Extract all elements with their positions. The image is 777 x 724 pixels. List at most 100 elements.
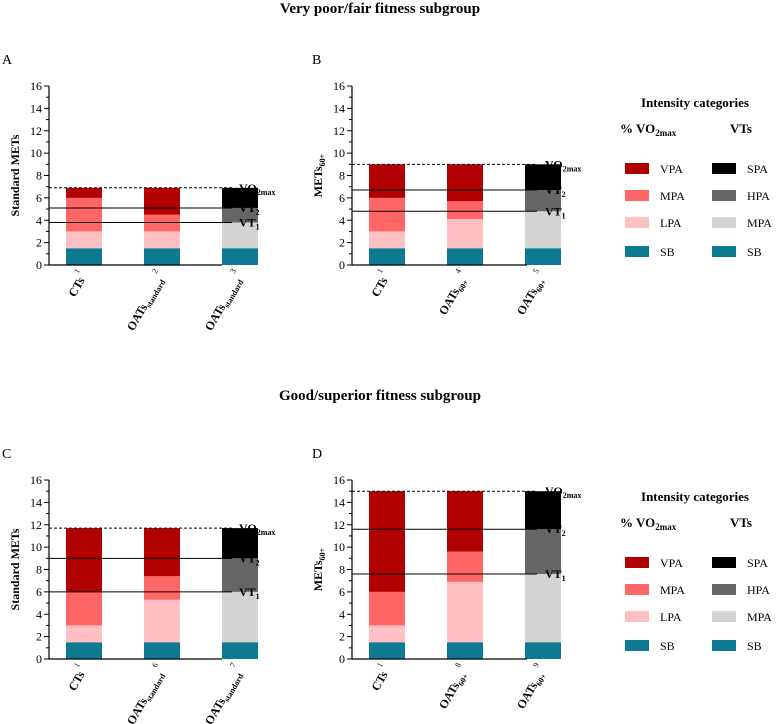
panel-d-xlabel-1-main: CTs [368, 668, 390, 693]
panel-d-xlabel-2-sub: 60+ [456, 672, 470, 688]
panel-a-vt1-label: VT1 [239, 215, 260, 231]
legend-0-col1-header-main: % VO [620, 121, 655, 136]
panel-d-bar-3-mpa-segment [525, 573, 561, 643]
panel-a-vt1-label-sub: 1 [256, 222, 260, 231]
panel-d-ylabel: METs60+ [311, 547, 327, 591]
panel-b-ytick-label: 10 [333, 146, 345, 160]
panel-b-bar-2-sb-segment [447, 248, 483, 265]
panel-d-ytick-label: 2 [339, 630, 345, 644]
panel-b-ytick-label: 16 [333, 79, 345, 93]
panel-d-vt1-label-sub: 1 [562, 574, 566, 583]
panel-c-vt1-label: VT1 [239, 585, 260, 601]
legend-1-col2-header: VTs [730, 515, 752, 530]
panel-c-bar-3-hpa-segment [222, 558, 258, 592]
legend-0-swatch-mpa-vt [712, 217, 736, 228]
panel-c-bar-3-mpa-segment [222, 591, 258, 643]
panel-d-ytick-label: 16 [333, 473, 345, 487]
legend-0-swatch-sb-vo2 [625, 246, 649, 257]
panel-a-ylabel-main: Standard METs [8, 134, 22, 216]
panel-d-bar-2-vpa-segment [447, 491, 483, 552]
panel-b-vo2max-label: VO2max [545, 157, 581, 173]
panel-b-bar-1-sb-segment [369, 248, 405, 265]
panel-a-ylabel: Standard METs [8, 134, 22, 216]
panel-a-bar-1-vpa-segment [66, 187, 102, 198]
panel-b-bar-3-mpa-segment [525, 211, 561, 249]
panel-b-vt1-label-sub: 1 [562, 211, 566, 220]
panel-a-bar-2-vpa-segment [144, 187, 180, 215]
panel-d-bar-1-vpa-segment [369, 491, 405, 592]
panel-a-xlabel-1-main: CTs [65, 274, 87, 299]
panel-a-ytick-label: 10 [30, 146, 42, 160]
panel-a-xlabel-2-sub: standard [144, 278, 167, 310]
panel-a-bar-3-mpa-segment [222, 222, 258, 249]
legend-1-swatch-vpa-vo2 [625, 557, 649, 568]
legend-1-col1-header: % VO2max [620, 515, 677, 532]
legend-top: Intensity categories % VO2max VTs VPA MPA LPA… [620, 95, 772, 259]
panel-c-xlabel-1-main: CTs [65, 668, 87, 693]
panel-c-vo2max-label: VO2max [239, 521, 275, 537]
panel-d-ytick-label: 12 [333, 518, 345, 532]
panel-d-vt2-label-main: VT [545, 522, 562, 536]
panel-b-vt2-label-main: VT [545, 183, 562, 197]
panel-b-xlabel-2-sup: 4 [453, 267, 463, 275]
panel-a-ytick-label: 12 [30, 124, 42, 138]
panel-d-bar-2-lpa-segment [447, 581, 483, 643]
legend-0-label-vo2-3: SB [660, 245, 675, 259]
panel-b-xlabel-2-sub: 60+ [456, 278, 470, 294]
panel-d-ylabel-sub: 60+ [318, 547, 327, 560]
panel-b-vo2max-label-main: VO [545, 157, 563, 171]
panel-d-xlabel-3: OATs60+9 [510, 661, 552, 712]
panel-d-bar-3-sb-segment [525, 642, 561, 659]
panel-d-bar-1-mpa-segment [369, 591, 405, 626]
legend-0-label-vt-0: SPA [747, 162, 768, 176]
panel-b-ylabel-main: METs [311, 166, 325, 197]
legend-1-label-vt-2: MPA [747, 610, 772, 624]
panel-c-xlabel-1-sup: 1 [72, 661, 82, 669]
legend-1-label-vo2-1: MPA [660, 583, 685, 597]
panel-c-ytick-label: 10 [30, 540, 42, 554]
panel-a-bar-3-spa-segment [222, 187, 258, 208]
panel-c-ylabel: Standard METs [8, 528, 22, 610]
panel-c-bar-1-mpa-segment [66, 591, 102, 626]
panel-c-vo2max-label-main: VO [239, 521, 257, 535]
panel-b-xlabel-1: CTs1 [364, 267, 394, 299]
panel-c-letter: C [2, 447, 11, 462]
panel-c-xlabel-2: OATsstandard6 [119, 661, 170, 724]
legend-0-label-vt-3: SB [747, 245, 762, 259]
legend-1-label-vo2-3: SB [660, 639, 675, 653]
panel-c-chart: C Standard METs CTs1 OATsstandard6 OATsstand… [2, 447, 275, 724]
panel-a-vt2-label: VT2 [239, 201, 260, 217]
legend-1-swatch-mpa-vt [712, 611, 736, 622]
panel-c-ytick-label: 4 [36, 607, 42, 621]
panel-c-xlabel-2-sup: 6 [150, 661, 160, 669]
legend-1-label-vo2-0: VPA [660, 556, 683, 570]
panel-b-vt2-label: VT2 [545, 183, 566, 199]
legend-0-label-vt-2: MPA [747, 216, 772, 230]
panel-d-xlabel-2-sup: 8 [453, 661, 463, 669]
panel-d-ylabel-main: METs [311, 560, 325, 591]
panel-b-bar-2-mpa-segment [447, 201, 483, 220]
legend-0-swatch-lpa-vo2 [625, 217, 649, 228]
legend-0-swatch-spa-vt [712, 163, 736, 174]
panel-c-bar-1-sb-segment [66, 642, 102, 659]
panel-a-vo2max-label-main: VO [239, 181, 257, 195]
panel-c-bar-2-lpa-segment [144, 599, 180, 643]
panel-d-bar-1-sb-segment [369, 642, 405, 659]
panel-a-xlabel-2-sup: 2 [150, 267, 160, 275]
panel-a-vt1-label-main: VT [239, 215, 256, 229]
panel-b-ylabel-sub: 60+ [318, 153, 327, 166]
panel-c-xlabel-1: CTs1 [61, 661, 91, 693]
panel-a-vo2max-label-sub: 2max [257, 188, 276, 197]
panel-a-ytick-label: 8 [36, 169, 42, 183]
panel-d-vt2-label-sub: 2 [562, 529, 566, 538]
panel-a-vt2-label-sub: 2 [256, 208, 260, 217]
panel-c-vt2-label-sub: 2 [256, 558, 260, 567]
panel-a-vo2max-label: VO2max [239, 181, 275, 197]
panel-c-xlabel-3: OATsstandard7 [197, 661, 248, 724]
panel-c-bar-2-mpa-segment [144, 576, 180, 600]
panel-a-ytick-label: 16 [30, 79, 42, 93]
legend-0-col2-header: VTs [730, 121, 752, 136]
panel-d-xlabel-3-sup: 9 [531, 661, 541, 669]
panel-a-ytick-label: 4 [36, 213, 42, 227]
panel-d-ytick-label: 8 [339, 563, 345, 577]
